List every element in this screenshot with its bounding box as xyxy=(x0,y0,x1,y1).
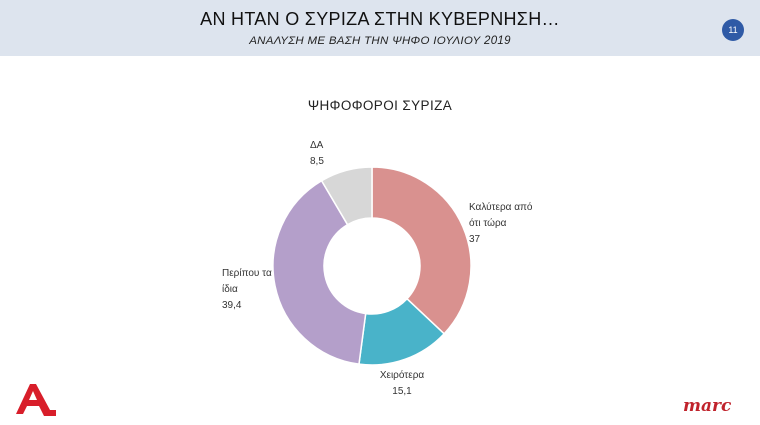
slice-label-line: Περίπου τα xyxy=(222,268,272,279)
marc-logo: marc xyxy=(683,396,732,416)
chart-title: ΨΗΦΟΦΟΡΟΙ ΣΥΡΙΖΑ xyxy=(307,98,453,113)
slice-label-better: Καλύτερα από ότι τώρα 37 xyxy=(469,200,532,248)
slide-title: ΑΝ ΗΤΑΝ Ο ΣΥΡΙΖΑ ΣΤΗΝ ΚΥΒΕΡΝΗΣΗ… xyxy=(200,9,560,29)
slice-same xyxy=(272,179,367,365)
slice-better xyxy=(371,166,472,335)
slice-label-same: Περίπου τα ίδια 39,4 xyxy=(222,266,272,314)
slice-label-worse: Χειρότερα 15,1 xyxy=(371,368,433,400)
alpha-logo-icon xyxy=(16,384,56,416)
slice-label-line: ίδια xyxy=(222,284,238,295)
slide-subtitle: ΑΝΑΛΥΣΗ ΜΕ ΒΑΣΗ ΤΗΝ ΨΗΦΟ ΙΟΥΛΙΟΥ 2019 xyxy=(249,35,511,47)
slice-label-line: Χειρότερα xyxy=(379,370,425,381)
page-number-badge: 11 xyxy=(722,19,744,41)
slice-value: 15,1 xyxy=(392,386,412,397)
slice-value: 37 xyxy=(469,234,481,245)
header-bar: ΑΝ ΗΤΑΝ Ο ΣΥΡΙΖΑ ΣΤΗΝ ΚΥΒΕΡΝΗΣΗ… ΑΝΑΛΥΣΗ… xyxy=(0,0,760,56)
slice-value: 8,5 xyxy=(310,156,324,167)
slice-label-line: Καλύτερα από xyxy=(469,202,533,213)
slice-dk xyxy=(320,166,373,226)
slice-value: 39,4 xyxy=(222,300,242,311)
slice-label-line: ΔΑ xyxy=(310,140,324,151)
slice-label-dk: ΔΑ 8,5 xyxy=(310,138,324,170)
slice-label-line: ότι τώρα xyxy=(469,218,507,229)
